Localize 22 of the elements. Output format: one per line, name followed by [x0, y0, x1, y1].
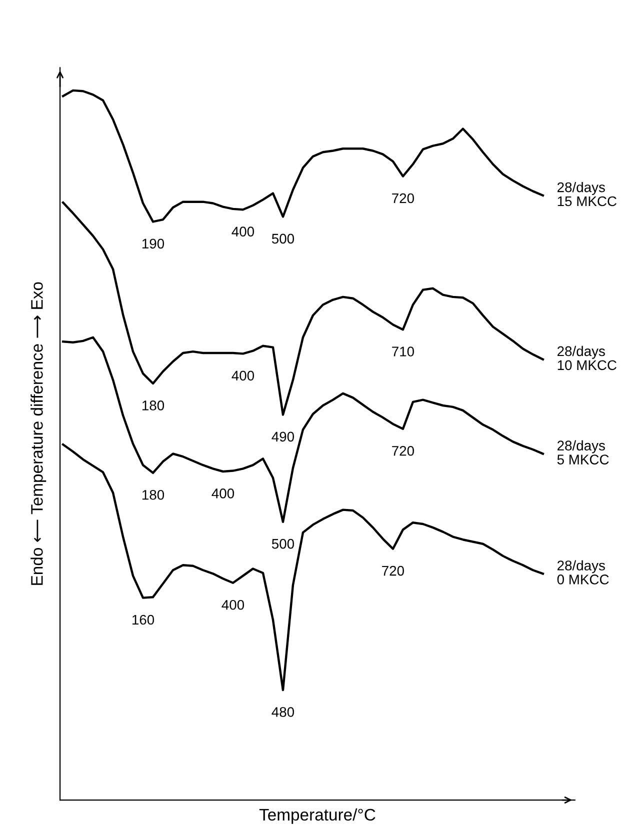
annotation: 720 — [392, 193, 414, 204]
annotation: 720 — [382, 566, 404, 576]
annotation: 400 — [232, 226, 254, 237]
annotation: 180 — [142, 490, 164, 500]
series-label: 28/days 10 MKCC — [558, 346, 616, 370]
annotation: 710 — [392, 346, 414, 356]
series-label: 28/days 0 MKCC — [557, 560, 609, 584]
annotation: 160 — [132, 614, 154, 625]
annotation: 480 — [272, 707, 294, 717]
annotation: 400 — [212, 488, 234, 498]
annotation: 500 — [272, 234, 294, 244]
annotation: 400 — [232, 370, 254, 381]
annotation: 180 — [142, 400, 164, 410]
series-label: 28/days 5 MKCC — [557, 440, 609, 464]
annotation: 190 — [142, 238, 164, 249]
annotation: 490 — [272, 432, 294, 442]
annotation: 720 — [392, 446, 414, 456]
series-label: 28/days 15 MKCC — [558, 182, 616, 206]
y-axis-title: Endo ⟵ Temperature difference ⟶ Exo — [30, 282, 46, 585]
annotation: 500 — [272, 538, 294, 549]
annotation: 400 — [222, 600, 244, 610]
x-axis-title: Temperature/°C — [259, 808, 376, 824]
